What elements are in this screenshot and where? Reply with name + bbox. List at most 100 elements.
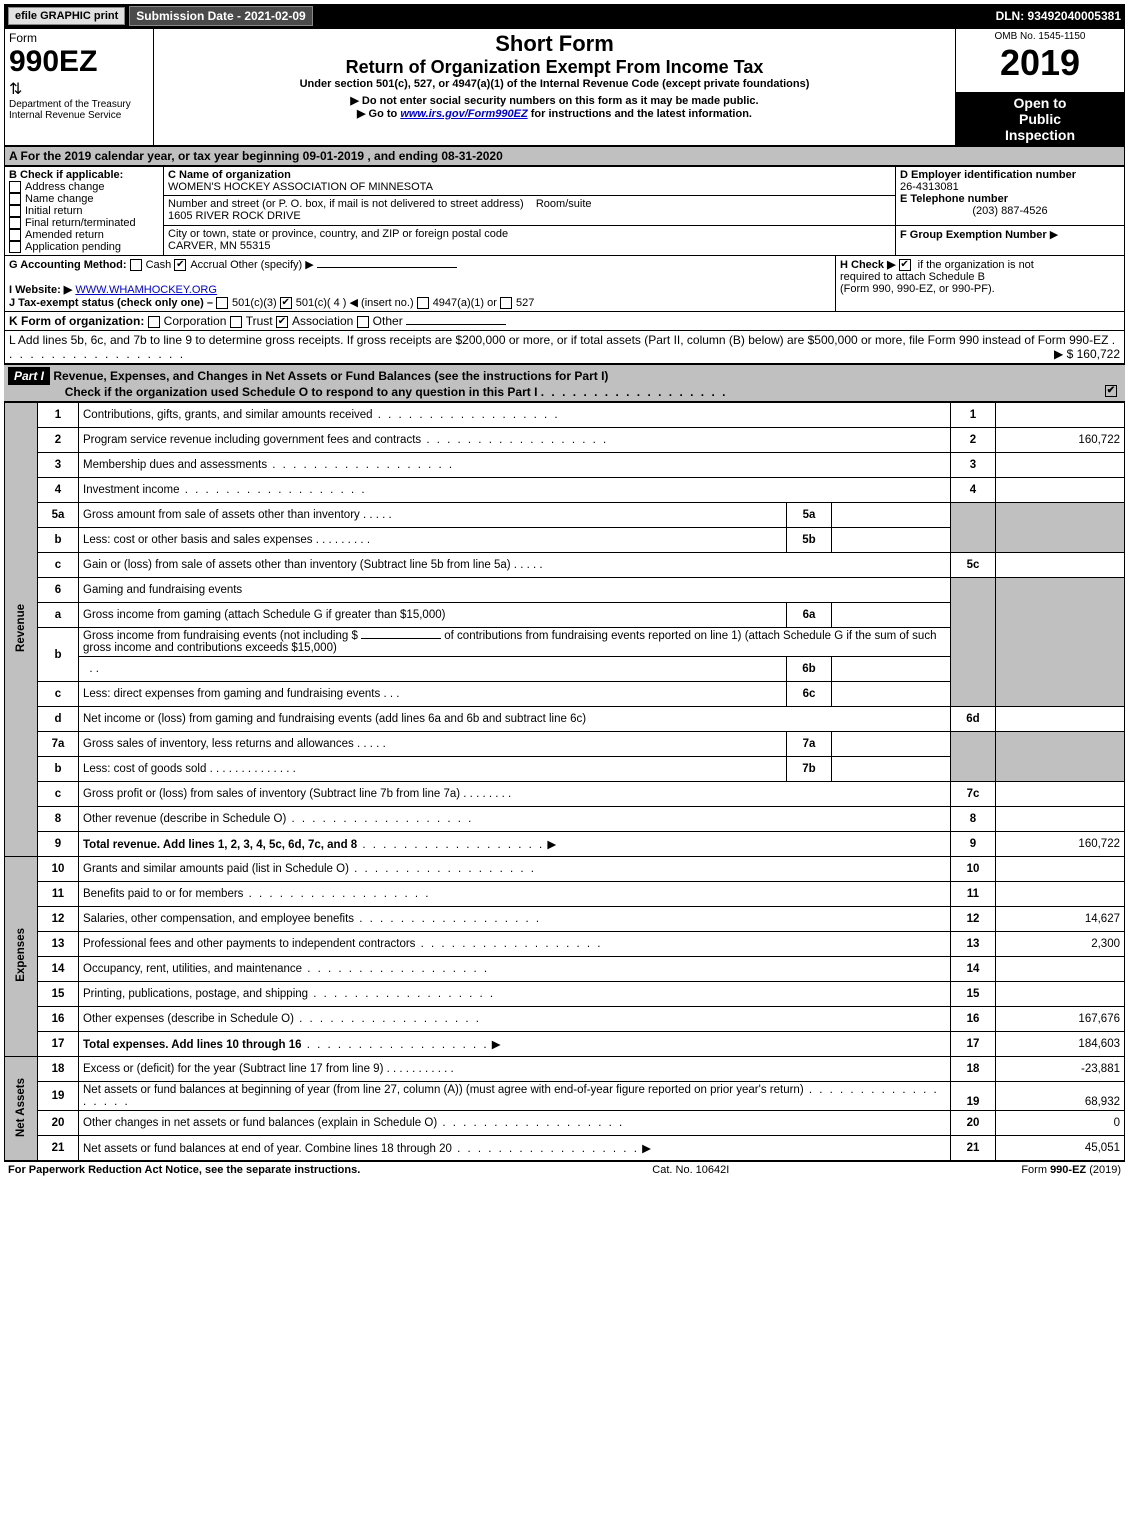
section-l: L Add lines 5b, 6c, and 7b to line 9 to … [4, 331, 1125, 364]
h-checkbox[interactable] [899, 259, 911, 271]
ein: 26-4313081 [900, 181, 959, 193]
name-change-checkbox[interactable] [9, 193, 21, 205]
val-1 [996, 403, 1125, 428]
line-6: Gaming and fundraising events [79, 578, 951, 603]
line-5a: Gross amount from sale of assets other t… [83, 509, 360, 521]
mid-5a [832, 503, 951, 528]
c-name-label: C Name of organization [168, 169, 291, 181]
h-text3: (Form 990, 990-EZ, or 990-PF). [840, 283, 995, 295]
no-ssn: ▶ Do not enter social security numbers o… [158, 94, 951, 107]
mid-5b [832, 528, 951, 553]
val-8 [996, 807, 1125, 832]
application-pending-checkbox[interactable] [9, 241, 21, 253]
val-15 [996, 982, 1125, 1007]
val-11 [996, 882, 1125, 907]
j-label: J Tax-exempt status (check only one) – [9, 297, 213, 309]
h-text2: required to attach Schedule B [840, 271, 985, 283]
val-13: 2,300 [996, 932, 1125, 957]
corp-checkbox[interactable] [148, 316, 160, 328]
phone: (203) 887-4526 [900, 205, 1120, 217]
val-18: -23,881 [996, 1057, 1125, 1082]
room-label: Room/suite [536, 198, 592, 210]
val-6d [996, 707, 1125, 732]
line-18: Excess or (deficit) for the year (Subtra… [83, 1063, 383, 1075]
f-label: F Group Exemption Number [900, 229, 1047, 241]
irs-link[interactable]: www.irs.gov/Form990EZ [400, 108, 527, 120]
meta-table: B Check if applicable: Address change Na… [4, 166, 1125, 257]
line-19: Net assets or fund balances at beginning… [83, 1084, 804, 1096]
city-state-zip: CARVER, MN 55315 [168, 240, 271, 252]
cash-checkbox[interactable] [130, 259, 142, 271]
calendar-year-row: A For the 2019 calendar year, or tax yea… [4, 146, 1125, 166]
4947-checkbox[interactable] [417, 297, 429, 309]
city-label: City or town, state or province, country… [168, 228, 508, 240]
501c3-checkbox[interactable] [216, 297, 228, 309]
part1-label: Part I [8, 367, 50, 385]
mid-7b [832, 757, 951, 782]
val-2: 160,722 [996, 428, 1125, 453]
line-7a: Gross sales of inventory, less returns a… [83, 738, 354, 750]
line-7c: Gross profit or (loss) from sales of inv… [83, 788, 460, 800]
line-20: Other changes in net assets or fund bala… [83, 1117, 437, 1129]
section-b-label: B Check if applicable: [9, 169, 123, 181]
line-6a: Gross income from gaming (attach Schedul… [79, 603, 787, 628]
part1-row: Part I Revenue, Expenses, and Changes in… [4, 364, 1125, 402]
line-1: Contributions, gifts, grants, and simila… [83, 409, 373, 421]
addr-change-checkbox[interactable] [9, 181, 21, 193]
line-6d: Net income or (loss) from gaming and fun… [79, 707, 951, 732]
mid-6b [832, 657, 951, 682]
line-6c: Less: direct expenses from gaming and fu… [83, 688, 380, 700]
org-name: WOMEN'S HOCKEY ASSOCIATION OF MINNESOTA [168, 181, 433, 193]
part1-scho-checkbox[interactable] [1105, 385, 1117, 397]
501c-checkbox[interactable] [280, 297, 292, 309]
line-4: Investment income [83, 484, 180, 496]
line-12: Salaries, other compensation, and employ… [83, 913, 354, 925]
mid-6a [832, 603, 951, 628]
line-14: Occupancy, rent, utilities, and maintena… [83, 963, 302, 975]
final-return-checkbox[interactable] [9, 217, 21, 229]
goto: ▶ Go to www.irs.gov/Form990EZ for instru… [158, 107, 951, 120]
omb: OMB No. 1545-1150 [960, 31, 1120, 42]
part1-check-text: Check if the organization used Schedule … [65, 385, 538, 399]
title-return: Return of Organization Exempt From Incom… [158, 57, 951, 78]
line-15: Printing, publications, postage, and shi… [83, 988, 308, 1000]
website-link[interactable]: WWW.WHAMHOCKEY.ORG [75, 284, 217, 296]
k-label: K Form of organization: [9, 314, 144, 328]
line-7b: Less: cost of goods sold [83, 763, 206, 775]
assoc-checkbox[interactable] [276, 316, 288, 328]
footer-left: For Paperwork Reduction Act Notice, see … [8, 1164, 360, 1176]
val-5c [996, 553, 1125, 578]
line-8: Other revenue (describe in Schedule O) [83, 813, 286, 825]
val-9: 160,722 [996, 832, 1125, 857]
d-label: D Employer identification number [900, 169, 1076, 181]
other-checkbox[interactable] [357, 316, 369, 328]
accrual-checkbox[interactable] [174, 259, 186, 271]
form-header: Form 990EZ ⇅ Department of the Treasury … [4, 28, 1125, 146]
form-number: 990EZ [9, 45, 149, 79]
mid-7a [832, 732, 951, 757]
amended-return-checkbox[interactable] [9, 229, 21, 241]
efile-print-button[interactable]: efile GRAPHIC print [8, 7, 125, 25]
initial-return-checkbox[interactable] [9, 205, 21, 217]
revenue-sidebar: Revenue [15, 604, 27, 652]
val-20: 0 [996, 1111, 1125, 1136]
tax-year: 2019 [960, 42, 1120, 84]
expenses-sidebar: Expenses [15, 928, 27, 982]
section-k: K Form of organization: Corporation Trus… [4, 312, 1125, 331]
val-3 [996, 453, 1125, 478]
dln: DLN: 93492040005381 [996, 9, 1121, 23]
line-9: Total revenue. Add lines 1, 2, 3, 4, 5c,… [83, 839, 357, 851]
irs: Internal Revenue Service [9, 110, 149, 121]
val-16: 167,676 [996, 1007, 1125, 1032]
line-5c: Gain or (loss) from sale of assets other… [83, 559, 511, 571]
l-amount: ▶ $ 160,722 [1054, 347, 1120, 361]
e-label: E Telephone number [900, 193, 1008, 205]
val-10 [996, 857, 1125, 882]
form-word: Form [9, 31, 149, 45]
trust-checkbox[interactable] [230, 316, 242, 328]
mid-6c [832, 682, 951, 707]
527-checkbox[interactable] [500, 297, 512, 309]
line-16: Other expenses (describe in Schedule O) [83, 1013, 294, 1025]
line-21: Net assets or fund balances at end of ye… [83, 1143, 452, 1155]
val-17: 184,603 [996, 1032, 1125, 1057]
